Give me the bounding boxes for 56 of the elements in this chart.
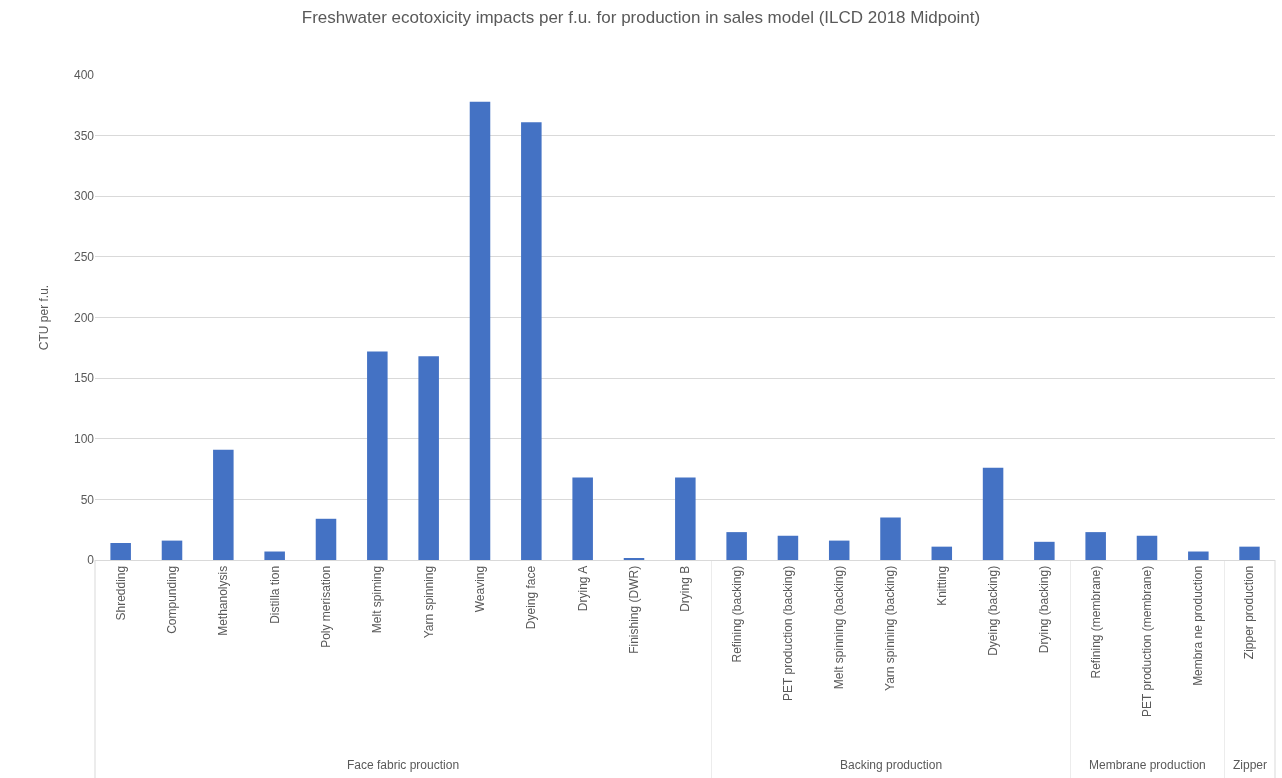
- bar: [213, 449, 234, 560]
- y-tick-label: 350: [73, 128, 95, 143]
- bar: [521, 122, 542, 560]
- x-tick-label: Refining (membrane): [1088, 565, 1103, 679]
- bar: [367, 351, 388, 560]
- x-tick-label: Yarn spinning: [421, 565, 436, 639]
- x-axis-title: Membrane production: [1088, 758, 1206, 772]
- bar: [879, 517, 901, 560]
- bar: [264, 551, 285, 560]
- y-tick-label: 150: [73, 371, 95, 386]
- bar: [828, 540, 850, 560]
- x-axis-title: Zipper: [1232, 758, 1267, 772]
- y-tick-label: 200: [73, 310, 95, 325]
- x-axis-title: Face fabric prouction: [347, 758, 460, 772]
- x-tick-label: Dyeing face: [524, 565, 539, 630]
- x-tick-label: Membra ne production: [1191, 565, 1206, 686]
- x-tick-label: Drying A: [575, 565, 590, 612]
- x-tick-label: Finishing (DWR): [626, 565, 641, 654]
- bar: [469, 101, 491, 560]
- bar: [161, 540, 183, 560]
- y-tick-label: 100: [73, 431, 95, 446]
- x-tick-label: Melt spiming: [370, 565, 385, 634]
- x-tick-label: Refining (backing): [729, 565, 744, 663]
- x-tick-label: Shredding: [113, 565, 128, 621]
- bar: [572, 477, 593, 560]
- x-tick-label: PET production (membrane): [1139, 565, 1154, 717]
- bar: [982, 467, 1003, 560]
- x-tick-label: Methanolysis: [216, 565, 231, 636]
- x-tick-label: Weaving: [472, 565, 487, 613]
- x-tick-label: Knitting: [934, 565, 949, 606]
- bar: [315, 518, 337, 560]
- x-tick-label: Dyeing (backing): [985, 565, 1000, 656]
- bar: [675, 477, 696, 560]
- x-tick-label: Drying B: [678, 565, 693, 612]
- x-tick-label: PET production (backing): [780, 565, 795, 701]
- x-tick-label: Distilla tion: [267, 565, 282, 624]
- x-tick-label: Compunding: [164, 565, 179, 634]
- bar: [1033, 541, 1055, 560]
- bar: [110, 543, 131, 560]
- x-tick-label: Drying (backing): [1036, 565, 1051, 654]
- y-tick-label: 250: [73, 250, 95, 265]
- chart-title: Freshwater ecotoxicity impacts per f.u. for production in sales model (ILCD 2018 Midpoint): [300, 8, 982, 28]
- bar: [726, 532, 747, 560]
- y-tick-label: 400: [73, 68, 95, 83]
- x-tick-label: Zipper production: [1242, 565, 1257, 660]
- x-tick-label: Poly merisation: [318, 565, 333, 648]
- y-axis-title: CTU per f.u.: [37, 284, 52, 351]
- bar: [418, 356, 439, 560]
- x-axis-title: Backing production: [839, 758, 942, 772]
- y-tick-label: 0: [87, 553, 95, 568]
- y-tick-label: 50: [80, 492, 95, 507]
- bar: [931, 546, 952, 560]
- x-tick-label: Yarn spinning (backing): [883, 565, 898, 691]
- x-tick-label: Melt spinning (backing): [831, 565, 846, 690]
- y-tick-label: 300: [73, 189, 95, 204]
- bar: [777, 535, 798, 560]
